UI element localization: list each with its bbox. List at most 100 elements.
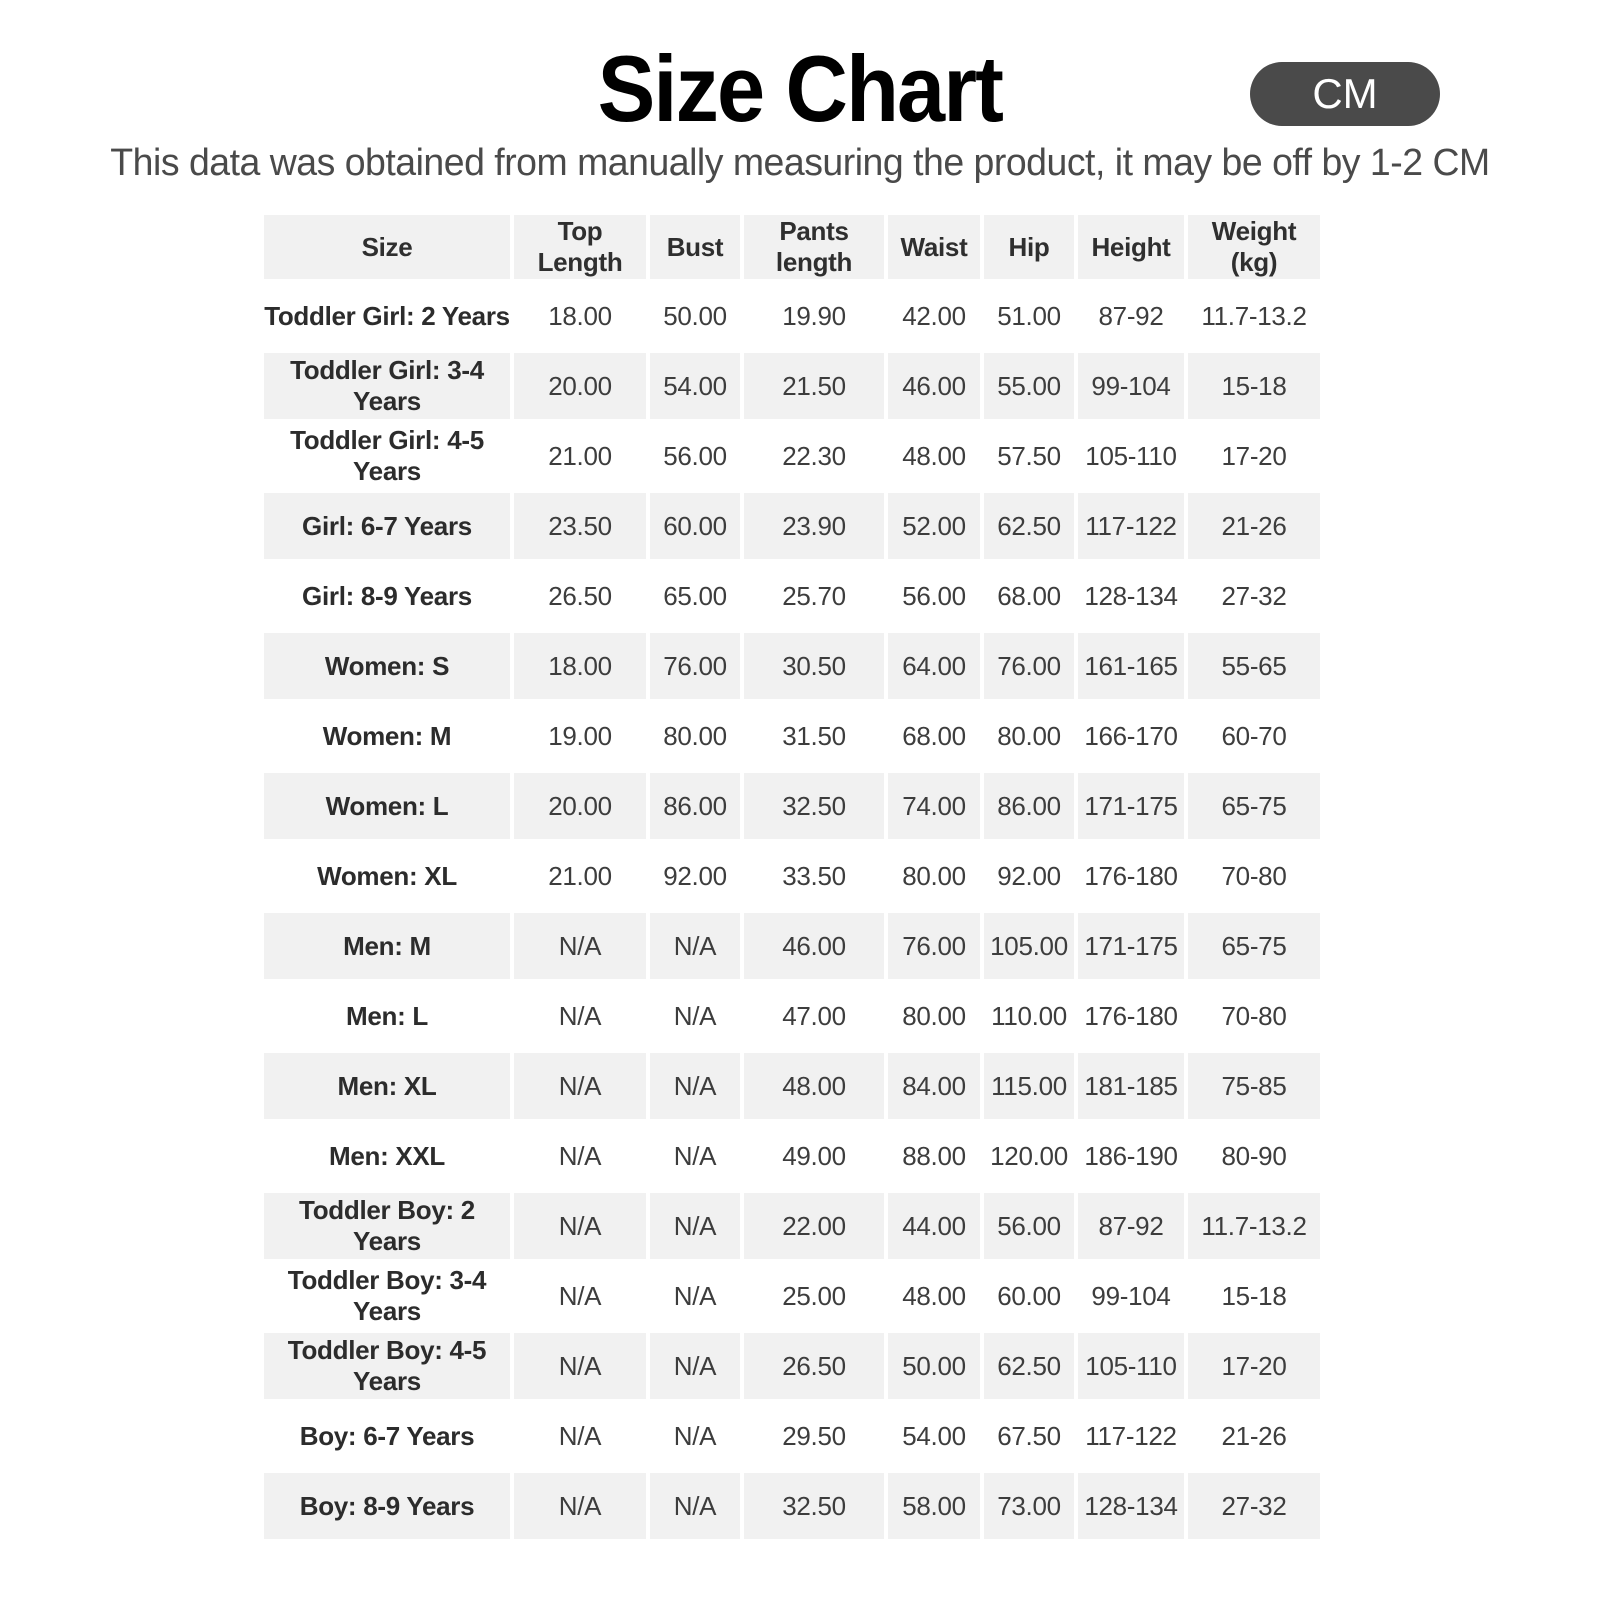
size-table: Size Top Length Bust Pants length Waist Hip He…	[264, 215, 1320, 1539]
header-cell-weight-kg: Weight (kg)	[1188, 215, 1320, 279]
value-cell: 55-65	[1188, 633, 1320, 699]
value-cell: 21-26	[1188, 1403, 1320, 1469]
size-label-cell: Women: XL	[264, 843, 510, 909]
header: Size Chart CM	[0, 0, 1600, 136]
value-cell: N/A	[650, 913, 740, 979]
value-cell: N/A	[650, 1193, 740, 1259]
value-cell: 105-110	[1078, 1333, 1184, 1399]
size-label-cell: Women: L	[264, 773, 510, 839]
value-cell: 44.00	[888, 1193, 980, 1259]
value-cell: 60-70	[1188, 703, 1320, 769]
value-cell: 21-26	[1188, 493, 1320, 559]
value-cell: 105.00	[984, 913, 1074, 979]
value-cell: 48.00	[888, 1263, 980, 1329]
size-label-cell: Girl: 8-9 Years	[264, 563, 510, 629]
value-cell: 87-92	[1078, 283, 1184, 349]
value-cell: 80.00	[650, 703, 740, 769]
value-cell: 75-85	[1188, 1053, 1320, 1119]
value-cell: 27-32	[1188, 563, 1320, 629]
value-cell: 128-134	[1078, 1473, 1184, 1539]
value-cell: 68.00	[888, 703, 980, 769]
value-cell: 30.50	[744, 633, 884, 699]
value-cell: 57.50	[984, 423, 1074, 489]
value-cell: N/A	[650, 1263, 740, 1329]
value-cell: 20.00	[514, 773, 646, 839]
value-cell: 21.00	[514, 423, 646, 489]
value-cell: 161-165	[1078, 633, 1184, 699]
value-cell: 32.50	[744, 773, 884, 839]
size-label-cell: Toddler Boy: 4-5 Years	[264, 1333, 510, 1399]
value-cell: 65-75	[1188, 913, 1320, 979]
size-label-cell: Boy: 6-7 Years	[264, 1403, 510, 1469]
size-label-cell: Men: M	[264, 913, 510, 979]
value-cell: N/A	[514, 1123, 646, 1189]
value-cell: 117-122	[1078, 1403, 1184, 1469]
value-cell: 25.70	[744, 563, 884, 629]
value-cell: 11.7-13.2	[1188, 283, 1320, 349]
value-cell: 120.00	[984, 1123, 1074, 1189]
value-cell: N/A	[514, 1193, 646, 1259]
value-cell: 56.00	[888, 563, 980, 629]
value-cell: 21.50	[744, 353, 884, 419]
size-label-cell: Boy: 8-9 Years	[264, 1473, 510, 1539]
value-cell: 15-18	[1188, 353, 1320, 419]
value-cell: N/A	[514, 1403, 646, 1469]
value-cell: 47.00	[744, 983, 884, 1049]
unit-toggle-badge[interactable]: CM	[1250, 62, 1440, 126]
value-cell: 171-175	[1078, 913, 1184, 979]
value-cell: 23.50	[514, 493, 646, 559]
value-cell: 19.90	[744, 283, 884, 349]
size-label-cell: Toddler Girl: 2 Years	[264, 283, 510, 349]
value-cell: 128-134	[1078, 563, 1184, 629]
value-cell: 62.50	[984, 1333, 1074, 1399]
value-cell: 105-110	[1078, 423, 1184, 489]
value-cell: 26.50	[744, 1333, 884, 1399]
value-cell: 54.00	[650, 353, 740, 419]
value-cell: 50.00	[888, 1333, 980, 1399]
value-cell: 110.00	[984, 983, 1074, 1049]
value-cell: 84.00	[888, 1053, 980, 1119]
value-cell: 186-190	[1078, 1123, 1184, 1189]
value-cell: 32.50	[744, 1473, 884, 1539]
subtitle: This data was obtained from manually mea…	[110, 142, 1490, 184]
value-cell: 27-32	[1188, 1473, 1320, 1539]
value-cell: 80-90	[1188, 1123, 1320, 1189]
value-cell: 92.00	[984, 843, 1074, 909]
size-label-cell: Toddler Girl: 3-4 Years	[264, 353, 510, 419]
value-cell: 74.00	[888, 773, 980, 839]
value-cell: N/A	[650, 1333, 740, 1399]
value-cell: 22.30	[744, 423, 884, 489]
value-cell: 48.00	[744, 1053, 884, 1119]
value-cell: 20.00	[514, 353, 646, 419]
value-cell: 64.00	[888, 633, 980, 699]
value-cell: 15-18	[1188, 1263, 1320, 1329]
value-cell: 42.00	[888, 283, 980, 349]
header-cell-pants-length: Pants length	[744, 215, 884, 279]
value-cell: 87-92	[1078, 1193, 1184, 1259]
value-cell: 18.00	[514, 283, 646, 349]
value-cell: 23.90	[744, 493, 884, 559]
header-cell-waist: Waist	[888, 215, 980, 279]
value-cell: 76.00	[650, 633, 740, 699]
size-label-cell: Toddler Boy: 2 Years	[264, 1193, 510, 1259]
value-cell: N/A	[514, 1473, 646, 1539]
value-cell: N/A	[650, 1473, 740, 1539]
size-label-cell: Girl: 6-7 Years	[264, 493, 510, 559]
value-cell: 99-104	[1078, 353, 1184, 419]
header-cell-top-length: Top Length	[514, 215, 646, 279]
value-cell: 99-104	[1078, 1263, 1184, 1329]
value-cell: 50.00	[650, 283, 740, 349]
value-cell: 46.00	[888, 353, 980, 419]
value-cell: 18.00	[514, 633, 646, 699]
value-cell: N/A	[650, 1053, 740, 1119]
value-cell: N/A	[514, 1333, 646, 1399]
value-cell: N/A	[650, 983, 740, 1049]
value-cell: 86.00	[984, 773, 1074, 839]
value-cell: N/A	[514, 1053, 646, 1119]
value-cell: 171-175	[1078, 773, 1184, 839]
value-cell: 176-180	[1078, 843, 1184, 909]
value-cell: 176-180	[1078, 983, 1184, 1049]
value-cell: N/A	[514, 983, 646, 1049]
value-cell: 25.00	[744, 1263, 884, 1329]
value-cell: 56.00	[984, 1193, 1074, 1259]
